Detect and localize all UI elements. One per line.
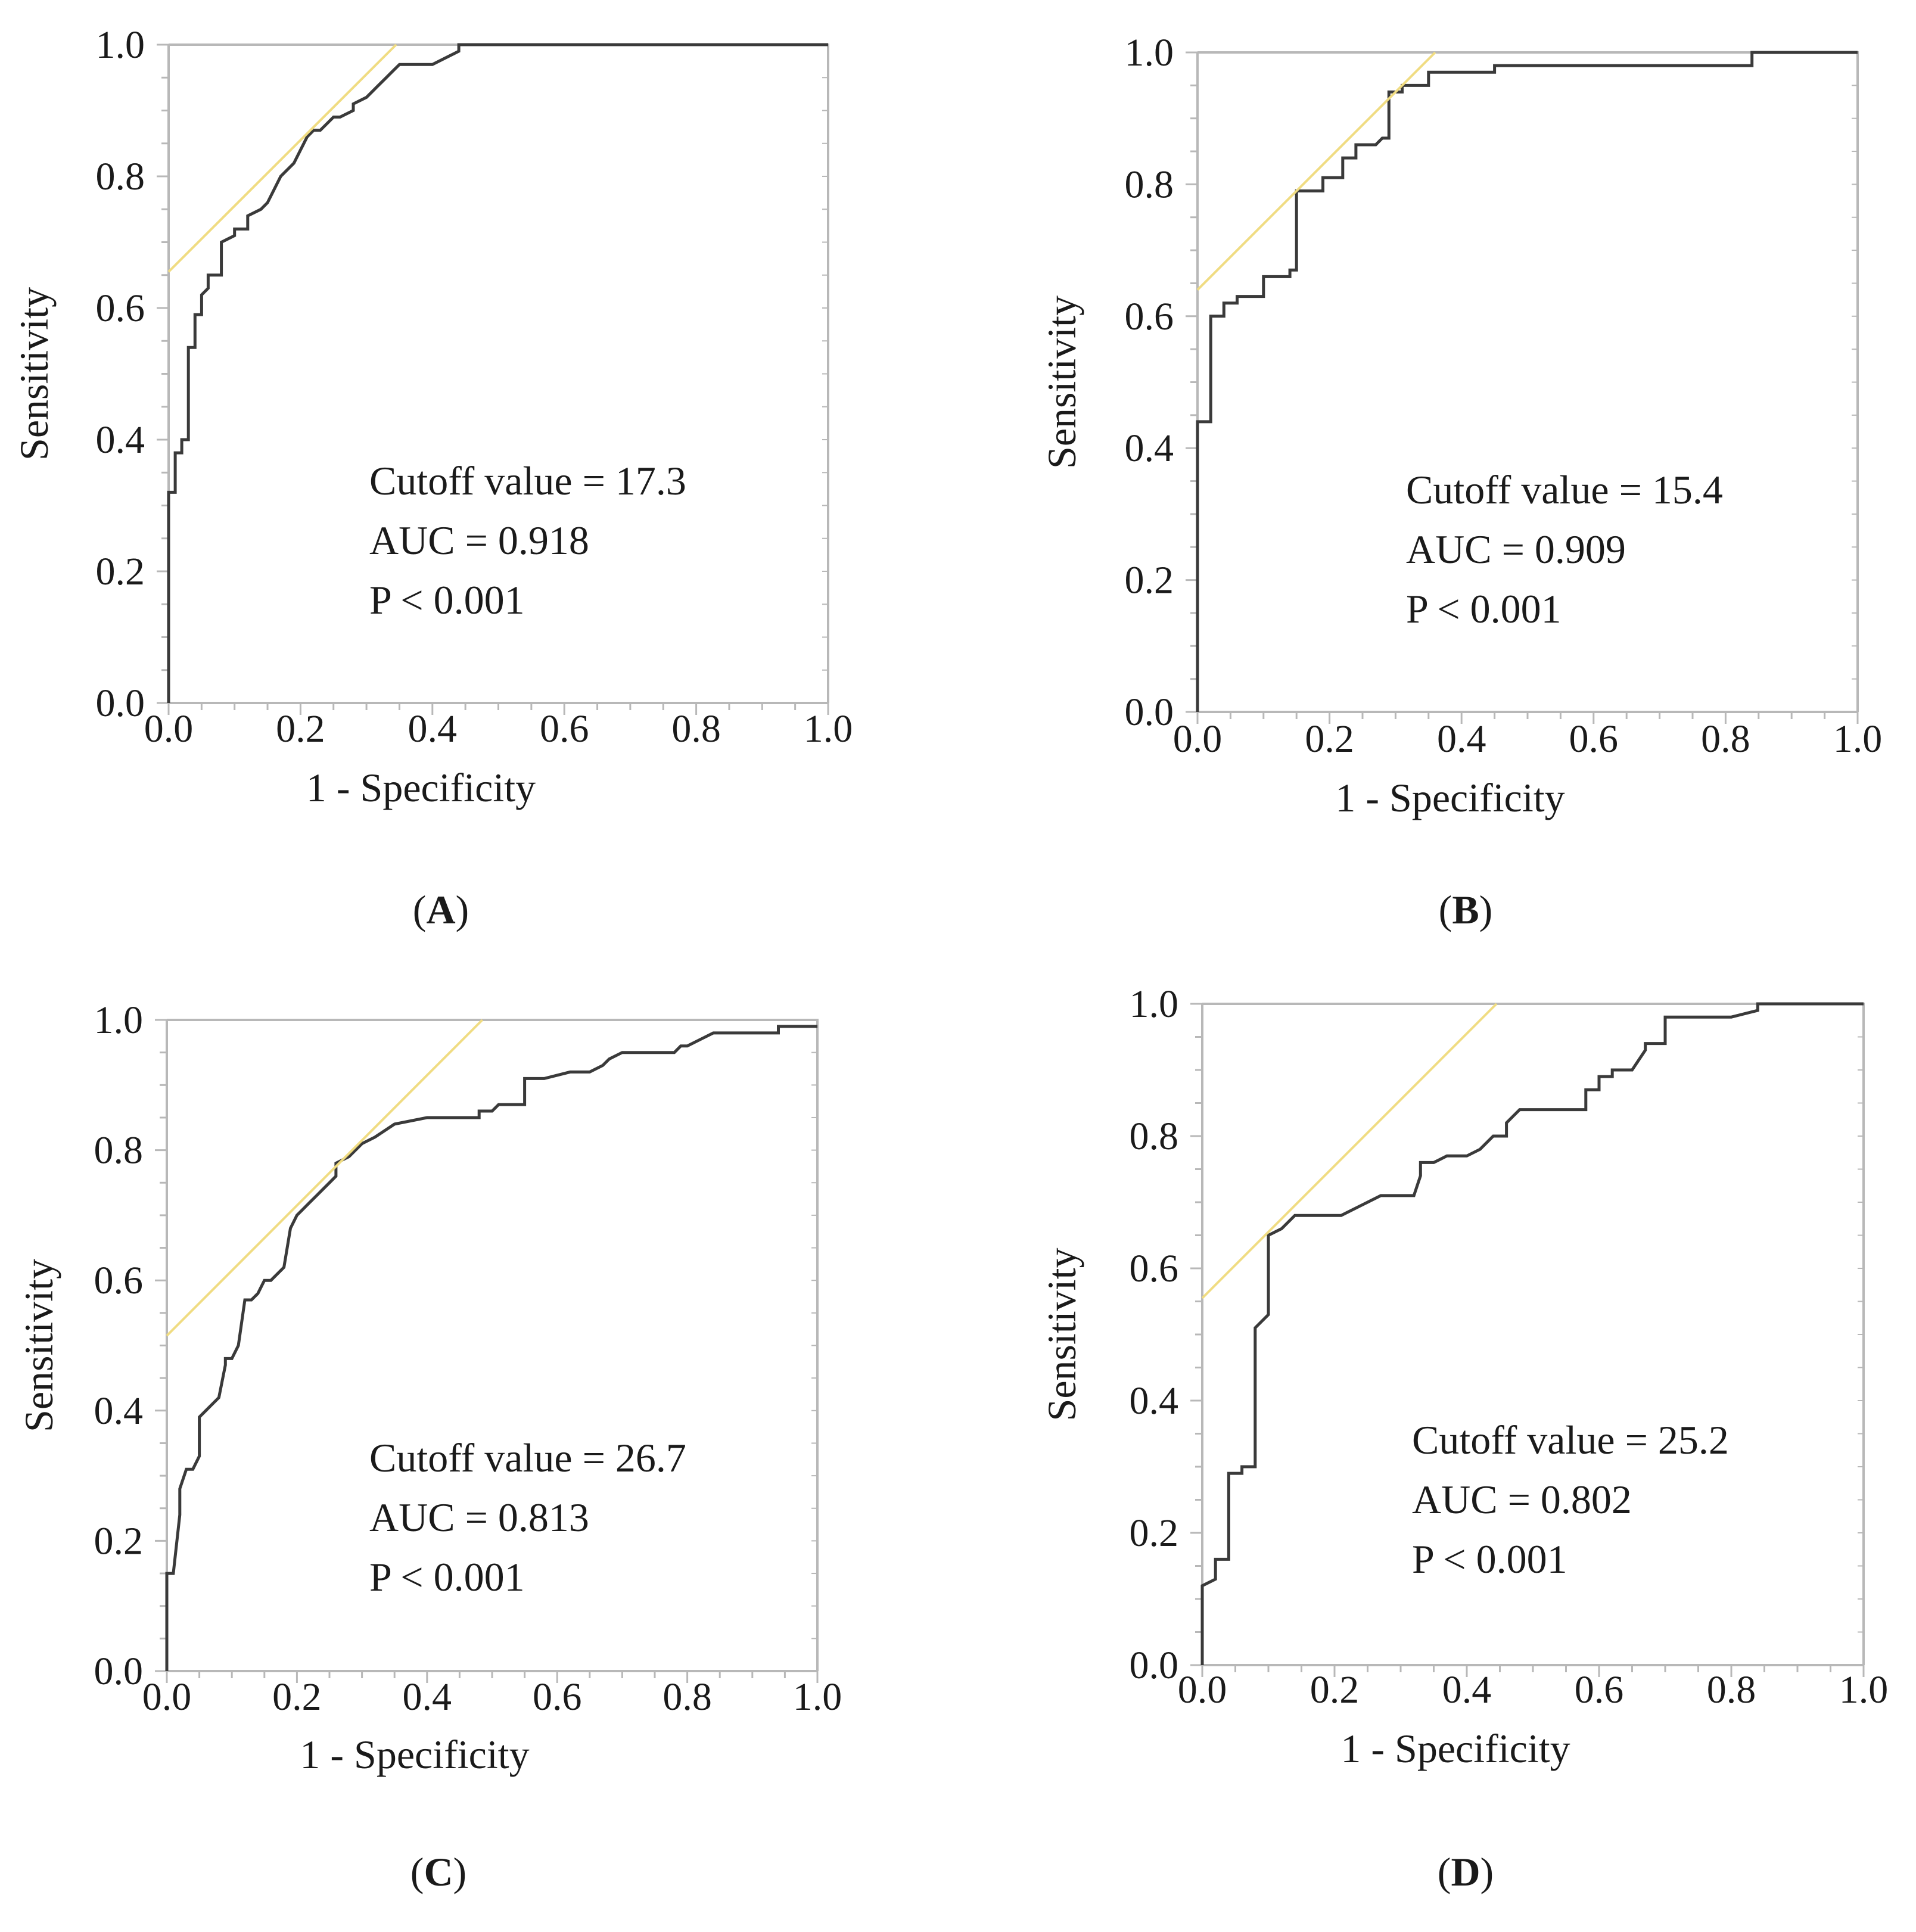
- y-axis-title: Sensitivity: [11, 287, 57, 461]
- roc-curve: [167, 43, 828, 703]
- x-tick-label: 0.8: [671, 707, 721, 751]
- x-tick-label: 1.0: [804, 707, 853, 751]
- x-tick-label: 0.4: [403, 1675, 452, 1719]
- x-tick-label: 1.0: [793, 1675, 842, 1719]
- y-tick-label: 0.6: [1125, 295, 1174, 338]
- x-tick-label: 0.4: [1442, 1668, 1492, 1712]
- y-tick-label: 0.0: [96, 682, 145, 725]
- x-tick-label: 0.0: [142, 1675, 192, 1719]
- roc-curve: [1196, 51, 1858, 712]
- y-tick-label: 1.0: [1130, 982, 1179, 1026]
- y-tick-label: 0.2: [1125, 559, 1174, 602]
- panel-label: (B): [1439, 887, 1493, 932]
- tangent-line: [167, 43, 397, 273]
- x-tick-label: 0.8: [1707, 1668, 1756, 1712]
- panel-label: (D): [1438, 1849, 1494, 1894]
- annotation-text: P < 0.001: [1412, 1536, 1567, 1582]
- tangent-line: [166, 1019, 484, 1337]
- y-tick-label: 0.6: [1130, 1247, 1179, 1290]
- y-tick-label: 0.2: [1130, 1511, 1179, 1555]
- y-tick-label: 0.0: [94, 1650, 144, 1693]
- y-tick-label: 0.4: [96, 418, 145, 462]
- annotation-text: AUC = 0.909: [1406, 527, 1626, 572]
- y-axis-title: Sensitivity: [1039, 1248, 1084, 1421]
- annotation-text: Cutoff value = 26.7: [369, 1435, 686, 1480]
- y-tick-label: 1.0: [1125, 31, 1174, 74]
- y-tick-label: 0.4: [94, 1389, 144, 1433]
- roc-panel-b: 0.0 0.2 0.4 0.6 0.8 1.0 0.0 0.2 0.4 0.6 0.8 1.0 1 - …: [1039, 31, 1882, 932]
- annotation-text: AUC = 0.918: [369, 518, 589, 563]
- x-tick-label: 0.0: [1173, 717, 1223, 761]
- x-axis-title: 1 - Specificity: [1335, 775, 1564, 820]
- x-tick-label: 0.0: [1178, 1668, 1227, 1712]
- tangent-line: [1201, 1003, 1498, 1299]
- y-tick-label: 0.8: [94, 1129, 144, 1172]
- x-tick-label: 0.6: [533, 1675, 582, 1719]
- y-tick-label: 1.0: [94, 998, 144, 1042]
- x-tick-label: 0.4: [408, 707, 458, 751]
- y-tick-label: 0.6: [94, 1259, 144, 1302]
- x-tick-label: 1.0: [1833, 717, 1883, 761]
- annotation-text: Cutoff value = 25.2: [1412, 1417, 1729, 1463]
- roc-panel-a: 0.0 0.2 0.4 0.6 0.8 1.0 0.0 0.2 0.4 0.6 0.8 1.0 1 - …: [11, 23, 853, 932]
- y-tick-label: 0.8: [1125, 163, 1174, 206]
- x-tick-label: 0.2: [272, 1675, 322, 1719]
- annotation-text: P < 0.001: [369, 577, 525, 623]
- roc-curve: [1200, 1002, 1864, 1665]
- annotation-text: Cutoff value = 15.4: [1406, 467, 1723, 512]
- x-tick-label: 0.8: [1701, 717, 1750, 761]
- annotation-text: AUC = 0.813: [369, 1495, 589, 1540]
- x-axis-title: 1 - Specificity: [306, 765, 536, 810]
- y-tick-label: 0.0: [1130, 1644, 1179, 1687]
- x-axis-title: 1 - Specificity: [1340, 1726, 1570, 1771]
- roc-panel-d: 0.0 0.2 0.4 0.6 0.8 1.0 0.0 0.2 0.4 0.6 0.8 1.0 1 - …: [1039, 982, 1888, 1894]
- annotation-text: P < 0.001: [369, 1554, 525, 1600]
- panel-label: (A): [413, 887, 469, 932]
- x-tick-label: 0.6: [540, 707, 589, 751]
- x-tick-label: 0.6: [1575, 1668, 1624, 1712]
- y-tick-label: 0.4: [1125, 427, 1174, 470]
- tangent-line: [1196, 51, 1436, 291]
- annotation-text: AUC = 0.802: [1412, 1477, 1632, 1522]
- annotation-text: Cutoff value = 17.3: [369, 458, 686, 503]
- annotation-text: P < 0.001: [1406, 586, 1562, 631]
- x-tick-label: 0.6: [1569, 717, 1619, 761]
- roc-panel-c: 0.0 0.2 0.4 0.6 0.8 1.0 0.0 0.2 0.4 0.6 0.8 1.0 1 - …: [16, 998, 842, 1894]
- y-tick-label: 0.0: [1125, 690, 1174, 734]
- y-axis-title: Sensitivity: [1039, 295, 1084, 469]
- x-tick-label: 0.2: [276, 707, 325, 751]
- x-tick-label: 1.0: [1839, 1668, 1889, 1712]
- y-tick-label: 0.4: [1130, 1379, 1179, 1423]
- y-tick-label: 0.6: [96, 287, 145, 330]
- x-tick-label: 0.2: [1305, 717, 1354, 761]
- y-tick-label: 0.2: [94, 1519, 144, 1563]
- x-tick-label: 0.2: [1310, 1668, 1360, 1712]
- y-tick-label: 0.8: [96, 155, 145, 198]
- x-tick-label: 0.4: [1437, 717, 1486, 761]
- y-axis-title: Sensitivity: [16, 1259, 61, 1432]
- y-tick-label: 0.2: [96, 550, 145, 593]
- x-tick-label: 0.0: [144, 707, 194, 751]
- y-tick-label: 0.8: [1130, 1115, 1179, 1158]
- x-tick-label: 0.8: [662, 1675, 712, 1719]
- x-axis-title: 1 - Specificity: [300, 1732, 529, 1777]
- y-tick-label: 1.0: [96, 23, 145, 67]
- panel-label: (C): [410, 1849, 466, 1894]
- roc-curve: [165, 1025, 817, 1671]
